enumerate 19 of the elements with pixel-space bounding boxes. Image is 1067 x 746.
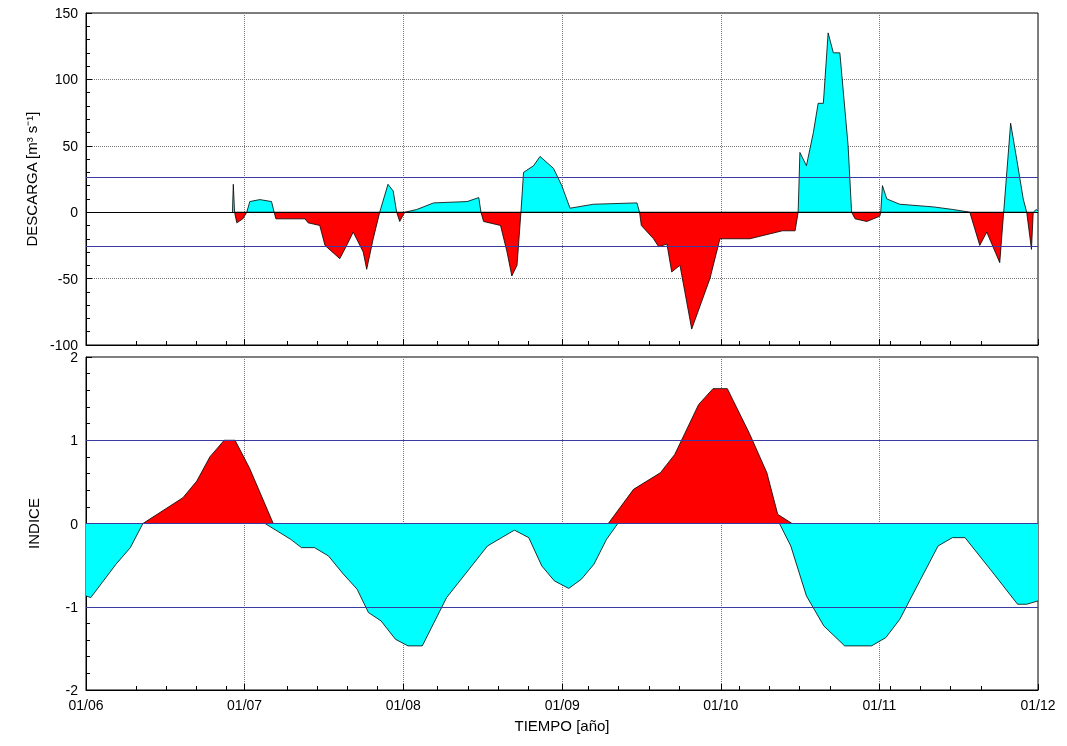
- y-axis-title: DESCARGA [m³ s⁻¹]: [23, 111, 41, 247]
- y-tick-label: 50: [62, 137, 79, 154]
- y-tick-label: 150: [54, 5, 79, 21]
- x-tick-label: 01/06: [68, 697, 104, 713]
- y-tick-label: 0: [70, 515, 79, 532]
- y-tick-label: 1: [70, 432, 79, 449]
- y-tick-label: 0: [70, 204, 79, 221]
- y-tick-label: -2: [65, 682, 79, 698]
- y-tick-label: -1: [65, 598, 79, 615]
- x-tick-label: 01/07: [227, 697, 263, 713]
- x-tick-label: 01/11: [862, 697, 897, 713]
- y-axis-title: INDICE: [25, 498, 42, 549]
- x-axis-title: TIEMPO [año]: [514, 717, 610, 734]
- y-tick-label: -50: [57, 270, 79, 287]
- x-tick-label: 01/10: [703, 697, 739, 713]
- x-tick-label: 01/09: [544, 697, 580, 713]
- x-tick-label: 01/08: [385, 697, 421, 713]
- y-tick-label: 100: [54, 71, 79, 88]
- x-tick-label: 01/12: [1020, 697, 1056, 713]
